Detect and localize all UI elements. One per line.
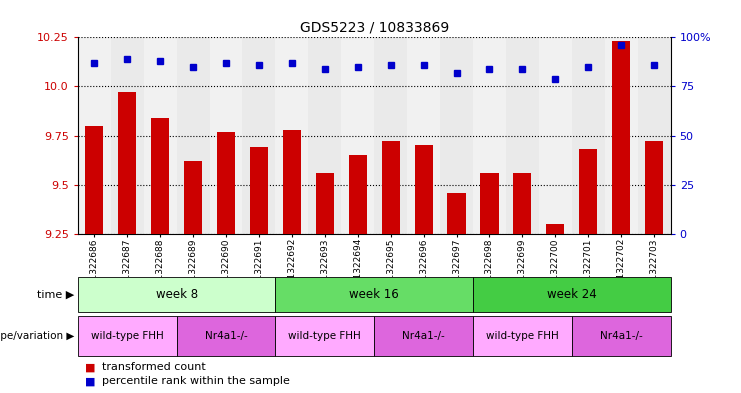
Bar: [546, 224, 565, 234]
Bar: [78, 37, 110, 234]
Bar: [473, 277, 671, 312]
Bar: [210, 37, 242, 234]
Bar: [645, 141, 663, 234]
Bar: [579, 149, 597, 234]
Bar: [480, 173, 499, 234]
Bar: [242, 37, 276, 234]
Bar: [276, 316, 374, 356]
Bar: [184, 161, 202, 234]
Text: percentile rank within the sample: percentile rank within the sample: [102, 376, 290, 386]
Bar: [217, 132, 235, 234]
Bar: [572, 316, 671, 356]
Text: Nr4a1-/-: Nr4a1-/-: [599, 331, 642, 341]
Text: time ▶: time ▶: [37, 290, 74, 300]
Text: wild-type FHH: wild-type FHH: [288, 331, 361, 341]
Text: week 8: week 8: [156, 288, 198, 301]
Text: genotype/variation ▶: genotype/variation ▶: [0, 331, 74, 341]
Bar: [374, 316, 473, 356]
Bar: [539, 37, 572, 234]
Bar: [473, 316, 572, 356]
Text: ■: ■: [85, 362, 96, 373]
Bar: [176, 37, 210, 234]
Bar: [342, 37, 374, 234]
Bar: [605, 37, 638, 234]
Bar: [349, 155, 367, 234]
Bar: [118, 92, 136, 234]
Bar: [144, 37, 176, 234]
Text: Nr4a1-/-: Nr4a1-/-: [402, 331, 445, 341]
Bar: [414, 145, 433, 234]
Text: Nr4a1-/-: Nr4a1-/-: [205, 331, 247, 341]
Bar: [572, 37, 605, 234]
Bar: [176, 316, 276, 356]
Bar: [612, 41, 631, 234]
Bar: [283, 130, 301, 234]
Bar: [85, 126, 103, 234]
Bar: [473, 37, 506, 234]
Bar: [448, 193, 465, 234]
Text: week 16: week 16: [349, 288, 399, 301]
Text: transformed count: transformed count: [102, 362, 205, 373]
Bar: [308, 37, 342, 234]
Bar: [407, 37, 440, 234]
Bar: [440, 37, 473, 234]
Bar: [382, 141, 399, 234]
Bar: [638, 37, 671, 234]
Text: wild-type FHH: wild-type FHH: [486, 331, 559, 341]
Bar: [78, 277, 276, 312]
Bar: [276, 37, 308, 234]
Bar: [250, 147, 268, 234]
Bar: [78, 316, 176, 356]
Text: wild-type FHH: wild-type FHH: [91, 331, 164, 341]
Bar: [316, 173, 334, 234]
Text: week 24: week 24: [547, 288, 597, 301]
Text: ■: ■: [85, 376, 96, 386]
Bar: [276, 277, 473, 312]
Title: GDS5223 / 10833869: GDS5223 / 10833869: [299, 21, 449, 35]
Bar: [514, 173, 531, 234]
Bar: [151, 118, 169, 234]
Bar: [110, 37, 144, 234]
Bar: [374, 37, 407, 234]
Bar: [506, 37, 539, 234]
